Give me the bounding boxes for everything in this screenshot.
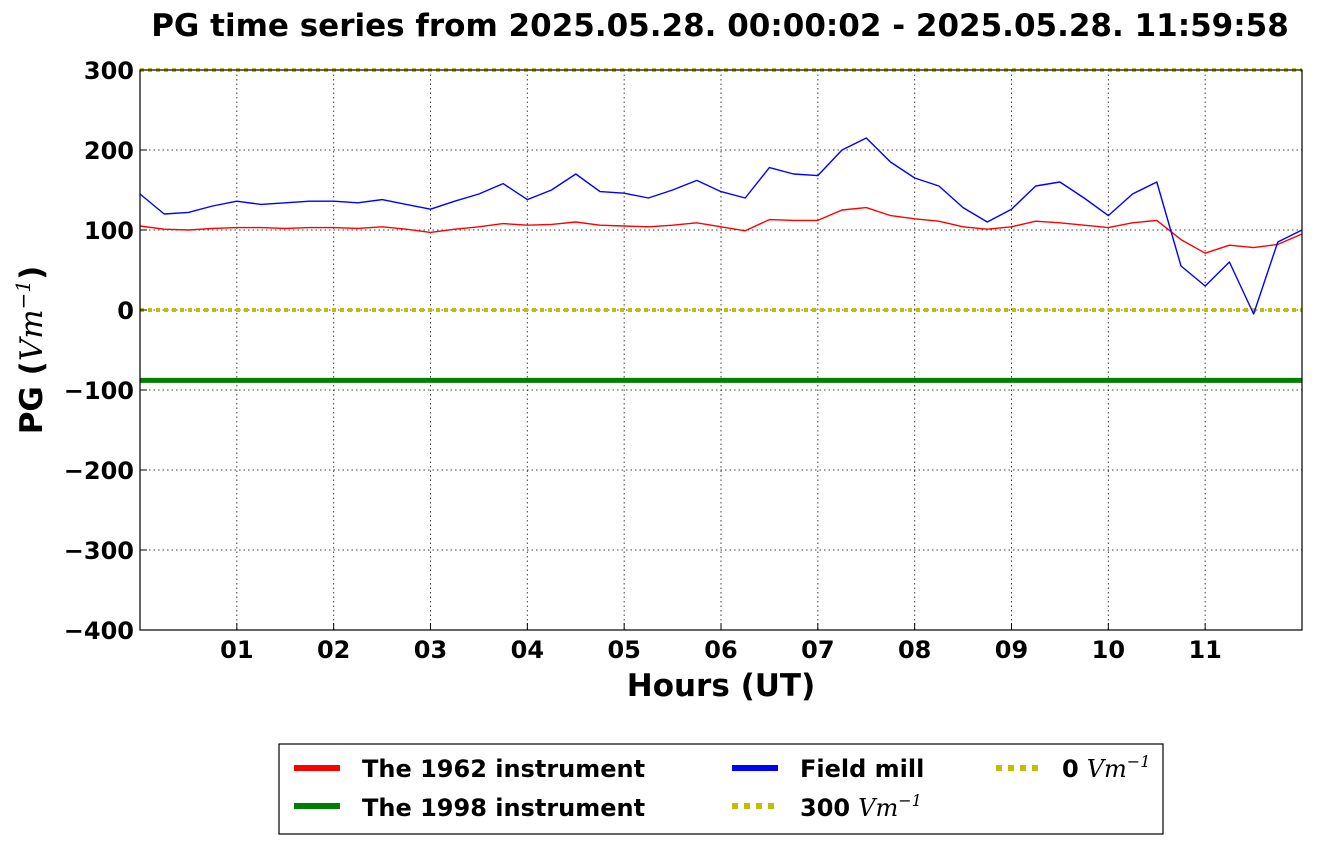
y-tick-label: 200	[84, 137, 134, 165]
chart-title: PG time series from 2025.05.28. 00:00:02…	[151, 8, 1289, 44]
legend-label-1998-instrument: The 1998 instrument	[362, 794, 645, 822]
x-tick-label: 11	[1188, 636, 1221, 664]
legend-label-300-line: 300 Vm−1	[800, 791, 922, 822]
y-axis: 300 200 100 0 −100 −200 −300 −400	[64, 57, 147, 645]
legend-300-number: 300	[800, 794, 850, 822]
y-axis-label-prefix: PG (	[14, 361, 50, 434]
legend-label-1962-instrument: The 1962 instrument	[362, 755, 645, 783]
x-tick-label: 04	[511, 636, 544, 664]
legend-label-0-line: 0 Vm−1	[1062, 752, 1150, 783]
y-tick-label: −200	[64, 457, 134, 485]
grid	[140, 70, 1302, 630]
x-tick-label: 03	[414, 636, 447, 664]
legend-0-number: 0	[1062, 755, 1079, 783]
series-line-0	[139, 206, 1303, 254]
y-tick-label: −300	[64, 537, 134, 565]
legend-300-exponent: −1	[898, 791, 922, 810]
y-tick-label: −400	[64, 617, 134, 645]
legend-label-field-mill: Field mill	[800, 755, 924, 783]
x-tick-label: 01	[220, 636, 253, 664]
y-axis-label-exponent: −1	[11, 280, 35, 309]
x-axis-label: Hours (UT)	[627, 668, 816, 704]
x-axis: 01 02 03 04 05 06 07 08 09 10 11	[220, 623, 1222, 664]
y-tick-label: 300	[84, 57, 134, 85]
legend: The 1962 instrument The 1998 instrument …	[278, 743, 1164, 835]
series-line-2	[139, 137, 1303, 315]
x-tick-label: 10	[1092, 636, 1125, 664]
x-tick-label: 05	[607, 636, 640, 664]
x-tick-label: 08	[898, 636, 931, 664]
y-tick-label: −100	[64, 377, 134, 405]
legend-box	[278, 743, 1164, 835]
x-tick-label: 09	[995, 636, 1028, 664]
plot-area	[139, 68, 1303, 631]
legend-0-unit: Vm	[1087, 755, 1127, 783]
y-tick-label: 100	[84, 217, 134, 245]
x-tick-label: 07	[801, 636, 834, 664]
x-tick-label: 06	[704, 636, 737, 664]
y-axis-label: PG (Vm−1)	[11, 266, 50, 435]
y-tick-label: 0	[117, 297, 134, 325]
y-axis-label-unit: Vm	[14, 309, 50, 361]
x-tick-label: 02	[317, 636, 350, 664]
legend-0-exponent: −1	[1127, 752, 1151, 771]
y-axis-label-suffix: )	[14, 266, 50, 280]
legend-300-unit: Vm	[858, 794, 898, 822]
